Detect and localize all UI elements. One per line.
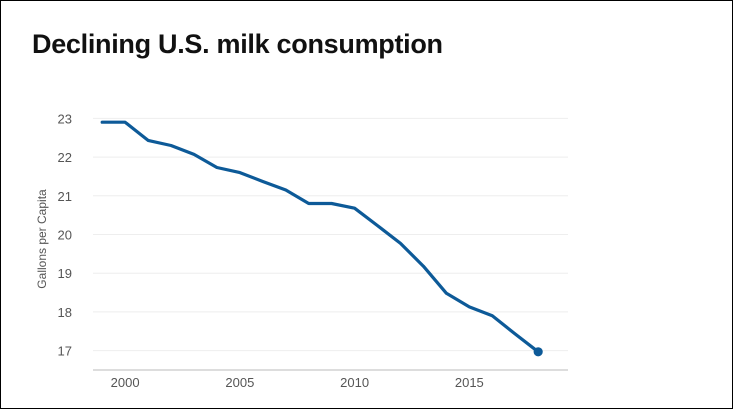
y-tick-label: 17 — [58, 344, 72, 359]
y-tick-label: 23 — [58, 111, 72, 126]
y-tick-labels: 23 22 21 20 19 18 17 — [58, 111, 72, 358]
last-data-point — [533, 347, 543, 357]
x-tick-label: 2010 — [340, 375, 369, 390]
x-tick-label: 2005 — [225, 375, 254, 390]
y-tick-label: 21 — [58, 189, 72, 204]
y-tick-label: 20 — [58, 228, 72, 243]
x-tick-label: 2000 — [111, 375, 140, 390]
x-tick-labels: 2000 2005 2010 2015 — [111, 375, 484, 390]
series-line — [100, 120, 540, 354]
y-tick-label: 19 — [58, 266, 72, 281]
y-tick-label: 22 — [58, 150, 72, 165]
x-tick-label: 2015 — [455, 375, 484, 390]
grid-lines — [93, 117, 568, 352]
data-points — [533, 347, 543, 357]
chart-title: Declining U.S. milk consumption — [32, 29, 443, 59]
y-tick-label: 18 — [58, 305, 72, 320]
y-axis-title: Gallons per Capita — [35, 189, 49, 289]
